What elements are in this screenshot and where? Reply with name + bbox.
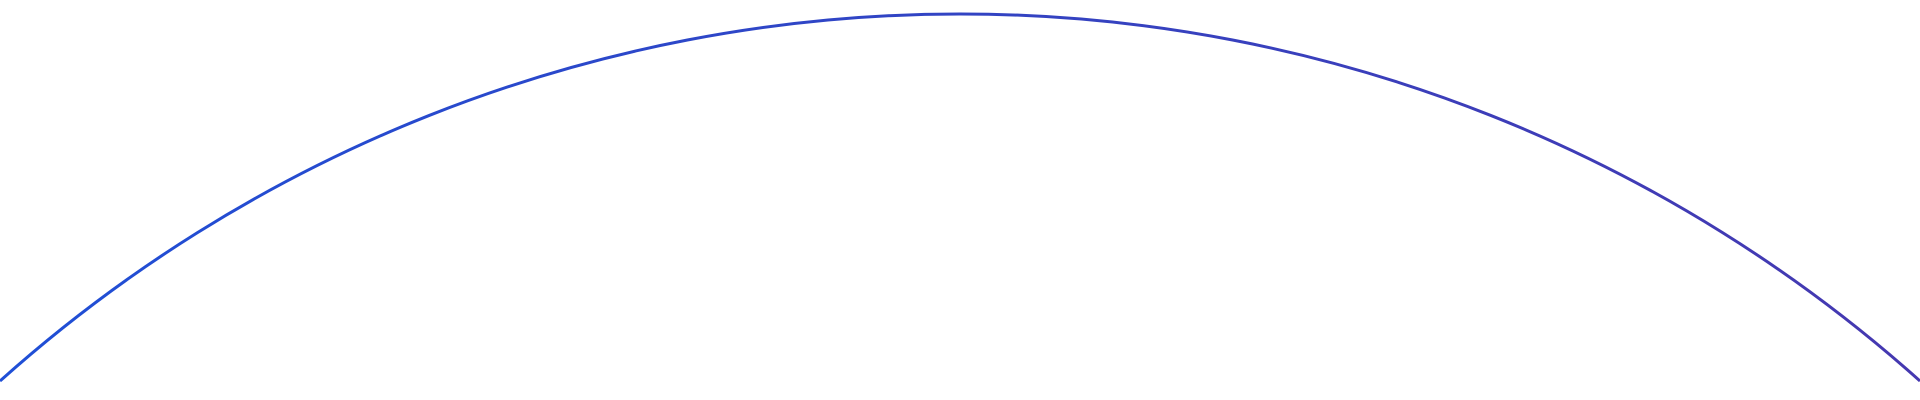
- decorative-arc: [0, 12, 1920, 383]
